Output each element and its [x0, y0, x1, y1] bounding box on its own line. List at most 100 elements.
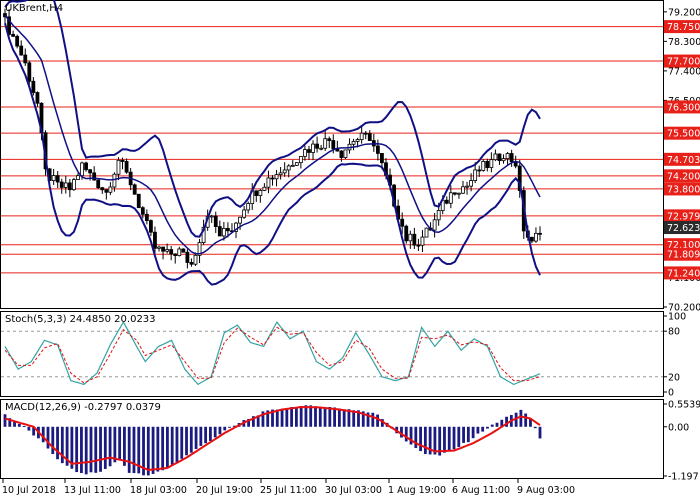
- candle-body: [19, 45, 24, 56]
- macd-hist-bar: [524, 413, 528, 427]
- macd-hist-bar: [423, 426, 427, 455]
- macd-hist-bar: [337, 408, 341, 427]
- macd-hist-bar: [132, 426, 136, 474]
- macd-hist-bar: [476, 426, 480, 434]
- macd-hist-bar: [22, 426, 26, 428]
- level-price-label: 73.800: [667, 184, 700, 195]
- macd-hist-bar: [213, 426, 217, 438]
- candle-body: [59, 181, 64, 188]
- candle-body: [144, 213, 149, 221]
- candle-body: [217, 226, 222, 237]
- current-price-tag: [664, 221, 700, 235]
- macd-tick-label: 0.5539: [668, 400, 700, 411]
- macd-hist-bar: [400, 426, 403, 438]
- macd-hist-bar: [46, 426, 50, 449]
- candle-body: [84, 162, 88, 171]
- macd-hist-bar: [376, 414, 379, 427]
- candle-body: [363, 132, 368, 135]
- candle-body: [286, 165, 291, 171]
- price-panel[interactable]: [1, 0, 663, 286]
- level-price-label: 76.300: [667, 102, 700, 113]
- candle-body: [35, 92, 40, 104]
- candle-body: [209, 215, 214, 218]
- candle-body: [298, 156, 303, 164]
- macd-hist-bar: [118, 426, 122, 460]
- level-price-label: 72.100: [667, 240, 700, 251]
- candle-body: [448, 192, 453, 204]
- candle-body: [505, 153, 510, 159]
- candle-body: [404, 225, 409, 242]
- candle-body: [452, 192, 457, 195]
- candle-body: [339, 150, 344, 158]
- bollinger-upper-band: [4, 0, 541, 238]
- candle-body: [23, 54, 28, 64]
- candle-body: [157, 246, 161, 249]
- level-price-label: 74.703: [667, 155, 700, 166]
- macd-hist-bar: [505, 416, 508, 427]
- candle-body: [444, 199, 449, 204]
- time-tick-label: 20 Jul 19:00: [196, 485, 253, 496]
- candle-body: [489, 159, 494, 168]
- macd-hist-bar: [142, 426, 145, 476]
- candle-body: [197, 242, 202, 256]
- macd-hist-bar: [309, 405, 313, 427]
- candle-body: [538, 232, 542, 235]
- price-tick-label: 77.400: [668, 66, 700, 77]
- macd-hist-bar: [199, 426, 203, 446]
- macd-hist-bar: [428, 426, 432, 455]
- macd-panel[interactable]: [3, 405, 542, 476]
- macd-tick-label: 0.00: [668, 422, 689, 433]
- macd-hist-bar: [99, 426, 102, 472]
- candle-body: [481, 160, 486, 171]
- candle-body: [262, 186, 267, 191]
- level-price-tag: [664, 182, 700, 196]
- macd-hist-bar: [180, 426, 184, 459]
- candle-body: [367, 133, 372, 141]
- stoch-panel[interactable]: [1, 320, 663, 386]
- macd-hist-bar: [280, 408, 284, 427]
- macd-hist-bar: [318, 407, 322, 427]
- stoch-main-line: [4, 320, 541, 386]
- macd-hist-bar: [166, 426, 169, 469]
- macd-hist-bar: [414, 426, 418, 448]
- macd-hist-bar: [194, 426, 198, 450]
- candle-body: [412, 233, 417, 246]
- candle-body: [274, 174, 279, 180]
- candle-body: [517, 165, 522, 191]
- price-tick-label: 70.200: [668, 303, 700, 314]
- macd-hist-bar: [27, 426, 31, 431]
- candle-body: [226, 227, 230, 232]
- macd-hist-bar: [75, 426, 79, 473]
- macd-hist-bar: [514, 412, 518, 427]
- macd-tick-label: -1.197: [668, 472, 699, 483]
- candle-body: [465, 185, 469, 188]
- macd-hist-bar: [161, 426, 165, 471]
- candle-body: [509, 153, 514, 163]
- stoch-tick-label: 0: [668, 388, 674, 399]
- level-price-label: 78.750: [667, 22, 700, 33]
- macd-hist-bar: [462, 426, 465, 443]
- candle-body: [177, 248, 182, 257]
- candle-body: [254, 190, 259, 196]
- candle-body: [185, 251, 190, 263]
- time-tick-label: 25 Jul 11:00: [260, 485, 317, 496]
- macd-hist-bar: [271, 409, 274, 427]
- candle-body: [238, 216, 242, 224]
- stoch-label: Stoch(5,3,3) 24.4850 20.0233: [5, 314, 156, 325]
- candle-body: [124, 161, 129, 173]
- candle-body: [311, 143, 315, 153]
- macd-hist-bar: [223, 426, 227, 431]
- candle-body: [173, 253, 178, 257]
- level-price-tag: [664, 247, 700, 261]
- macd-hist-bar: [342, 409, 346, 427]
- macd-hist-bar: [65, 426, 69, 466]
- candle-body: [331, 140, 336, 150]
- macd-hist-bar: [232, 425, 236, 427]
- macd-hist-bar: [457, 426, 461, 448]
- macd-hist-bar: [17, 423, 21, 427]
- macd-hist-bar: [151, 426, 155, 474]
- macd-signal-line: [4, 405, 541, 472]
- candle-body: [31, 80, 36, 93]
- level-price-tag: [664, 209, 700, 223]
